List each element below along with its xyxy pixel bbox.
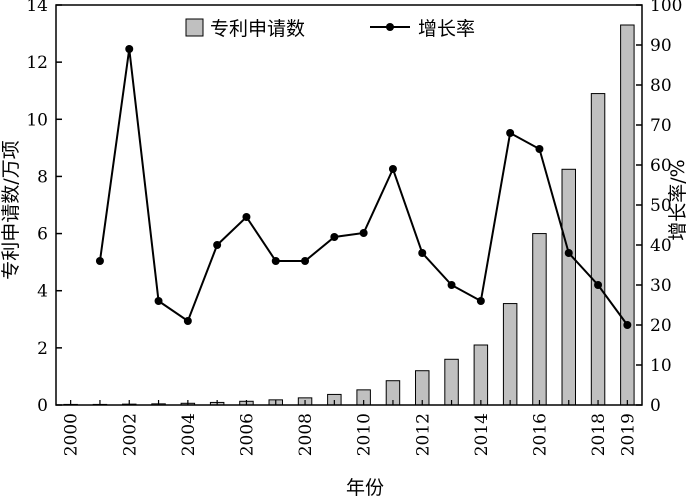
growth-point-2005 bbox=[213, 241, 222, 249]
growth-point-2019 bbox=[623, 321, 632, 329]
right-axis: 0 10 20 30 40 50 60 70 80 90 100 bbox=[636, 0, 682, 416]
left-tick-label-2: 2 bbox=[37, 339, 48, 359]
bar-2016 bbox=[532, 233, 547, 406]
x-axis: 2000 2002 2004 2006 2008 2010 2012 2014 2016 2018… bbox=[62, 400, 638, 456]
bar-2014 bbox=[473, 344, 489, 406]
bar-2017 bbox=[561, 168, 576, 406]
x-tick-label-2008: 2008 bbox=[296, 413, 316, 456]
growth-point-2016 bbox=[535, 145, 544, 153]
right-tick-label-100: 100 bbox=[650, 0, 682, 16]
bar-series bbox=[63, 24, 635, 406]
legend-bar-label: 专利申请数 bbox=[210, 18, 305, 40]
left-tick-label-8: 8 bbox=[37, 167, 48, 187]
growth-point-2014 bbox=[476, 297, 485, 305]
growth-rate-series bbox=[95, 45, 632, 329]
growth-point-2018 bbox=[594, 281, 603, 289]
right-tick-label-20: 20 bbox=[650, 316, 672, 336]
x-tick-label-2006: 2006 bbox=[237, 413, 257, 456]
growth-point-2003 bbox=[154, 297, 163, 305]
left-axis-title: 专利申请数/万项 bbox=[0, 140, 22, 279]
growth-point-2008 bbox=[301, 257, 310, 265]
legend-line-marker bbox=[386, 23, 394, 31]
growth-point-2011 bbox=[388, 165, 397, 173]
left-tick-label-6: 6 bbox=[37, 225, 48, 245]
right-tick-label-50: 50 bbox=[650, 196, 672, 216]
legend-bar-swatch bbox=[185, 18, 204, 37]
x-tick-label-2012: 2012 bbox=[413, 413, 433, 456]
growth-point-2004 bbox=[183, 317, 192, 325]
bar-2018 bbox=[590, 93, 606, 406]
bar-2019 bbox=[620, 24, 635, 406]
growth-rate-line bbox=[98, 48, 629, 326]
right-tick-label-60: 60 bbox=[650, 156, 672, 176]
left-tick-label-14: 14 bbox=[26, 0, 48, 16]
bar-2013 bbox=[444, 358, 459, 406]
growth-point-2007 bbox=[271, 257, 280, 265]
x-tick-label-2019: 2019 bbox=[618, 413, 638, 456]
growth-point-2012 bbox=[418, 249, 427, 257]
right-axis-title: 增长率/% bbox=[667, 159, 689, 240]
x-tick-label-2018: 2018 bbox=[589, 413, 609, 456]
right-tick-label-80: 80 bbox=[650, 76, 672, 96]
left-tick-label-4: 4 bbox=[37, 282, 48, 302]
growth-point-2015 bbox=[506, 129, 515, 137]
left-axis: 0 2 4 6 8 10 12 14 bbox=[26, 0, 62, 416]
x-tick-label-2016: 2016 bbox=[530, 413, 550, 456]
legend-line-label: 增长率 bbox=[418, 18, 475, 40]
growth-point-2010 bbox=[359, 229, 368, 237]
growth-point-2002 bbox=[125, 45, 134, 53]
legend: 专利申请数 增长率 bbox=[185, 18, 475, 40]
x-tick-label-2014: 2014 bbox=[472, 413, 492, 456]
growth-point-2009 bbox=[330, 233, 339, 241]
bar-2012 bbox=[415, 370, 430, 406]
x-tick-label-2004: 2004 bbox=[179, 413, 199, 456]
growth-point-2013 bbox=[447, 281, 456, 289]
x-tick-label-2010: 2010 bbox=[355, 413, 375, 456]
right-tick-label-10: 10 bbox=[650, 356, 672, 376]
left-tick-label-10: 10 bbox=[26, 110, 48, 130]
right-tick-label-70: 70 bbox=[650, 116, 672, 136]
plot-frame bbox=[55, 4, 643, 406]
left-tick-label-12: 12 bbox=[26, 53, 48, 73]
growth-point-2006 bbox=[242, 213, 251, 221]
bar-2015 bbox=[502, 303, 518, 406]
x-tick-label-2002: 2002 bbox=[120, 413, 140, 456]
x-tick-label-2000: 2000 bbox=[62, 413, 82, 456]
growth-point-2001 bbox=[95, 257, 104, 265]
left-tick-label-0: 0 bbox=[37, 396, 48, 416]
right-tick-label-0: 0 bbox=[650, 396, 661, 416]
x-axis-title: 年份 bbox=[346, 477, 384, 499]
right-tick-label-40: 40 bbox=[650, 236, 672, 256]
right-tick-label-30: 30 bbox=[650, 276, 672, 296]
right-tick-label-90: 90 bbox=[650, 36, 672, 56]
growth-point-2017 bbox=[564, 249, 573, 257]
